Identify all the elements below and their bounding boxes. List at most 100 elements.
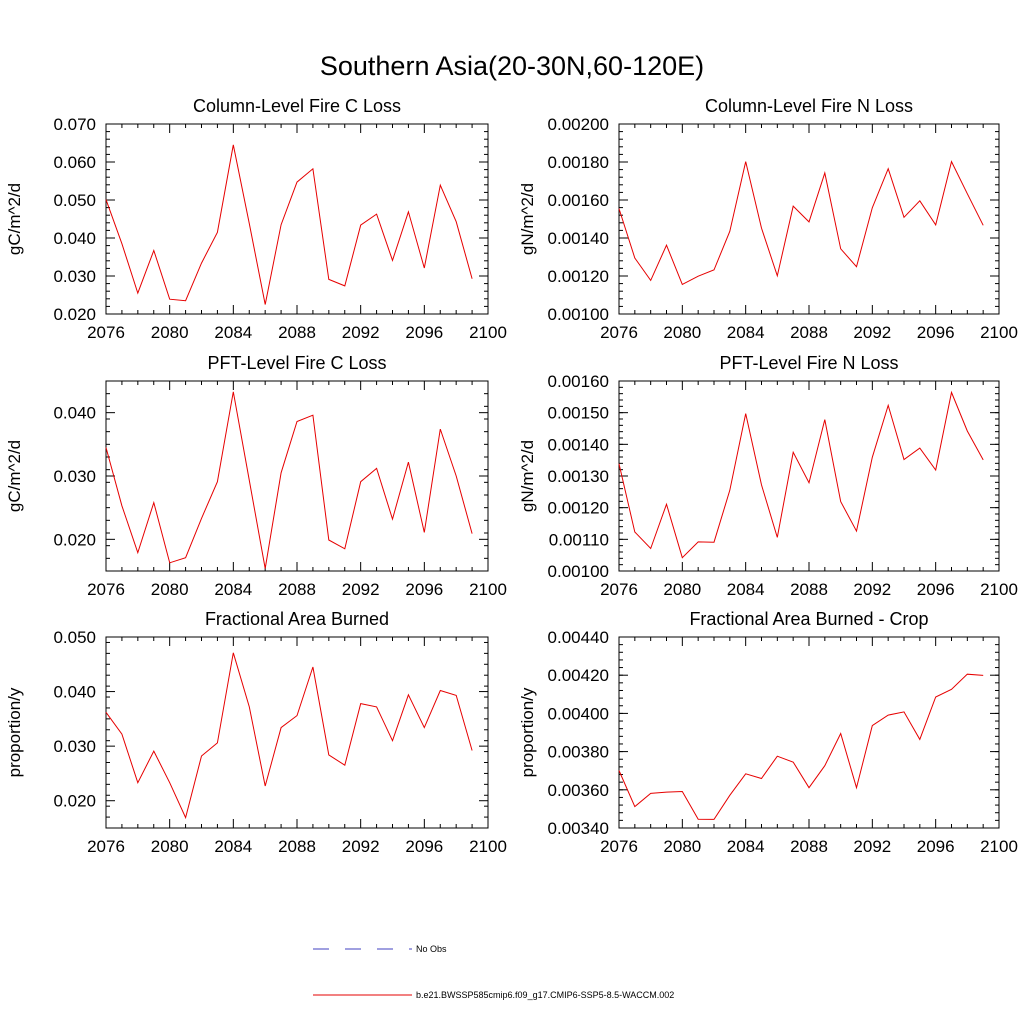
- chart-panel-5: Fractional Area Burned proportion/y 2076 20…: [5, 609, 507, 856]
- x-tick-label: 2080: [151, 323, 189, 342]
- plot-frame: [618, 636, 1000, 829]
- panel-title: PFT-Level Fire C Loss: [207, 353, 386, 373]
- y-axis-label: gN/m^2/d: [518, 440, 537, 512]
- y-tick-label: 0.00140: [548, 229, 609, 248]
- series-line: [105, 652, 473, 820]
- x-tick-label: 2080: [663, 323, 701, 342]
- y-axis-label: gN/m^2/d: [518, 183, 537, 255]
- x-tick-label: 2096: [405, 580, 443, 599]
- y-axis-label: proportion/y: [5, 687, 24, 777]
- chart-panel-1: Column-Level Fire C Loss gC/m^2/d 2076 2080…: [5, 96, 507, 342]
- x-tick-label: 2092: [853, 580, 891, 599]
- series-line: [105, 391, 473, 569]
- x-tick-label: 2092: [853, 837, 891, 856]
- x-tick-label: 2088: [790, 837, 828, 856]
- y-tick-label: 0.020: [53, 792, 96, 811]
- x-tick-label: 2092: [853, 323, 891, 342]
- y-tick-label: 0.00420: [548, 666, 609, 685]
- y-tick-label: 0.00110: [549, 530, 609, 549]
- x-tick-label: 2088: [278, 837, 316, 856]
- y-tick-label: 0.00380: [548, 743, 609, 762]
- y-tick-label: 0.00180: [548, 153, 609, 172]
- y-tick-label: 0.00100: [548, 562, 609, 581]
- y-tick-label: 0.00120: [548, 267, 609, 286]
- x-tick-label: 2100: [980, 580, 1018, 599]
- plot-frame: [105, 123, 489, 315]
- y-tick-label: 0.00150: [548, 404, 609, 423]
- chart-panel-4: PFT-Level Fire N Loss gN/m^2/d 2076 2080 208…: [518, 353, 1018, 599]
- y-tick-label: 0.00100: [548, 305, 609, 324]
- x-tick-label: 2084: [214, 323, 252, 342]
- legend-model-label: b.e21.BWSSP585cmip6.f09_g17.CMIP6-SSP5-8…: [416, 990, 674, 1000]
- y-tick-label: 0.020: [53, 305, 96, 324]
- y-tick-label: 0.060: [53, 153, 96, 172]
- y-tick-label: 0.070: [53, 115, 96, 134]
- y-tick-label: 0.00440: [548, 628, 609, 647]
- series-line: [618, 390, 984, 559]
- y-tick-label: 0.00200: [548, 115, 609, 134]
- y-tick-label: 0.00400: [548, 704, 609, 723]
- plot-frame: [105, 636, 489, 829]
- x-tick-label: 2076: [87, 837, 125, 856]
- y-tick-label: 0.040: [53, 683, 96, 702]
- x-tick-label: 2076: [600, 580, 638, 599]
- panel-title: Column-Level Fire N Loss: [705, 96, 913, 116]
- x-tick-label: 2096: [917, 580, 955, 599]
- y-tick-label: 0.040: [53, 229, 96, 248]
- x-tick-label: 2096: [405, 323, 443, 342]
- x-tick-label: 2100: [980, 323, 1018, 342]
- x-tick-label: 2096: [405, 837, 443, 856]
- y-tick-label: 0.00160: [548, 372, 609, 391]
- x-tick-label: 2084: [727, 323, 765, 342]
- y-tick-label: 0.040: [53, 404, 96, 423]
- legend-noobs-label: No Obs: [416, 944, 447, 954]
- y-tick-label: 0.030: [53, 467, 96, 486]
- x-tick-label: 2088: [790, 580, 828, 599]
- series-line: [618, 160, 984, 286]
- x-tick-label: 2100: [469, 323, 507, 342]
- x-tick-label: 2084: [214, 580, 252, 599]
- panels-container: Column-Level Fire C Loss gC/m^2/d 2076 2080…: [5, 96, 1018, 856]
- chart-panel-3: PFT-Level Fire C Loss gC/m^2/d 2076 2080 208…: [5, 353, 507, 599]
- x-tick-label: 2088: [278, 323, 316, 342]
- x-tick-label: 2080: [151, 580, 189, 599]
- x-tick-label: 2096: [917, 837, 955, 856]
- x-tick-label: 2092: [342, 580, 380, 599]
- x-tick-label: 2076: [87, 580, 125, 599]
- y-axis-label: proportion/y: [518, 687, 537, 777]
- y-tick-label: 0.050: [53, 628, 96, 647]
- y-tick-label: 0.00340: [548, 819, 609, 838]
- x-tick-label: 2076: [87, 323, 125, 342]
- x-tick-label: 2092: [342, 837, 380, 856]
- x-tick-label: 2084: [214, 837, 252, 856]
- plot-frame: [618, 380, 1000, 572]
- x-tick-label: 2084: [727, 837, 765, 856]
- x-tick-label: 2076: [600, 837, 638, 856]
- chart-panel-6: Fractional Area Burned - Crop proportion/…: [518, 609, 1018, 856]
- y-axis-label: gC/m^2/d: [5, 440, 24, 512]
- y-axis-label: gC/m^2/d: [5, 183, 24, 255]
- x-tick-label: 2100: [469, 837, 507, 856]
- y-tick-label: 0.00160: [548, 191, 609, 210]
- chart-panel-2: Column-Level Fire N Loss gN/m^2/d 2076 2080…: [518, 96, 1018, 342]
- plot-frame: [105, 380, 489, 572]
- x-tick-label: 2092: [342, 323, 380, 342]
- y-tick-label: 0.00360: [548, 781, 609, 800]
- x-tick-label: 2080: [663, 837, 701, 856]
- figure-title: Southern Asia(20-30N,60-120E): [320, 51, 704, 81]
- series-line: [618, 673, 984, 820]
- x-tick-label: 2088: [278, 580, 316, 599]
- y-tick-label: 0.030: [53, 267, 96, 286]
- legend: No Obs b.e21.BWSSP585cmip6.f09_g17.CMIP6…: [313, 944, 674, 1000]
- panel-title: PFT-Level Fire N Loss: [719, 353, 898, 373]
- y-tick-label: 0.020: [53, 530, 96, 549]
- panel-title: Fractional Area Burned: [205, 609, 389, 629]
- x-tick-label: 2080: [663, 580, 701, 599]
- y-tick-label: 0.00120: [548, 499, 609, 518]
- panel-title: Fractional Area Burned - Crop: [689, 609, 928, 629]
- panel-title: Column-Level Fire C Loss: [193, 96, 401, 116]
- x-tick-label: 2084: [727, 580, 765, 599]
- x-tick-label: 2076: [600, 323, 638, 342]
- x-tick-label: 2100: [980, 837, 1018, 856]
